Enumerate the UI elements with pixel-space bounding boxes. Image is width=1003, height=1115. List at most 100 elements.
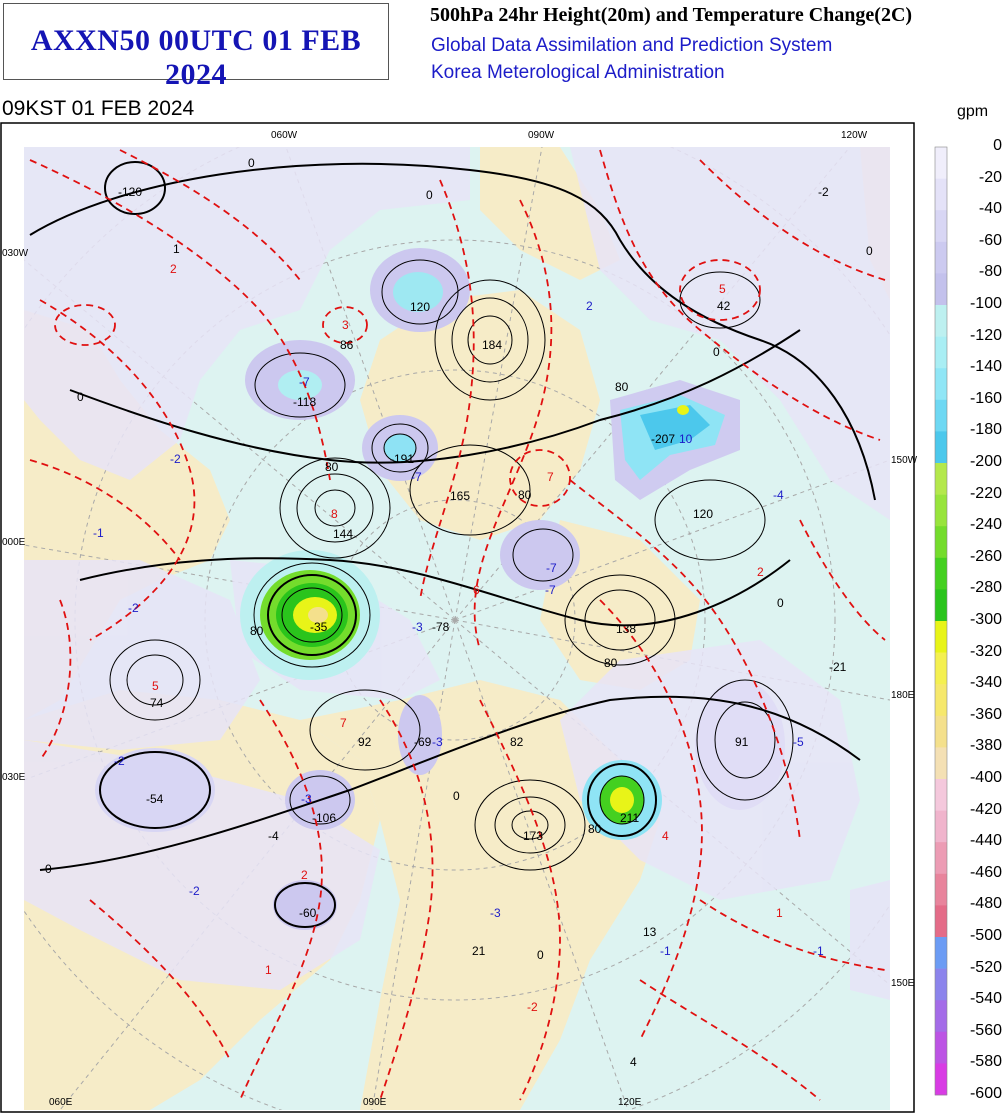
subtitle-system: Global Data Assimilation and Prediction …	[431, 35, 833, 56]
colorbar-label: -460	[969, 863, 1002, 881]
height-label: 165	[450, 489, 471, 503]
height-label: -21	[829, 660, 847, 674]
colorbar-swatch	[935, 1031, 947, 1064]
temp-label: 4	[662, 829, 669, 843]
colorbar-label: -260	[969, 547, 1002, 565]
height-label: 173	[523, 829, 544, 843]
temp-label: -2	[189, 884, 200, 898]
colorbar-swatch	[935, 905, 947, 938]
product-id: AXXN50 00UTC 01 FEB 2024	[30, 24, 362, 91]
subtitle-agency: Korea Meterological Administration	[431, 62, 725, 83]
colorbar-label: -180	[969, 421, 1002, 439]
contour-label: 0	[537, 948, 544, 962]
lon-label-top-2: 090W	[528, 130, 555, 141]
colorbar-swatch	[935, 147, 947, 179]
lon-label-bottom-2: 090E	[363, 1097, 387, 1108]
temp-label: -3	[490, 906, 501, 920]
colorbar-swatch	[935, 842, 947, 875]
colorbar-swatch	[935, 779, 947, 811]
height-fall-cores	[95, 248, 785, 930]
height-label: 82	[510, 735, 524, 749]
colorbar-swatch	[935, 621, 947, 653]
colorbar-swatch	[935, 684, 947, 717]
height-label: 120	[410, 300, 431, 314]
valid-time: 09KST 01 FEB 2024	[2, 97, 195, 120]
height-label: 92	[358, 735, 372, 749]
height-label: 42	[717, 299, 731, 313]
colorbar-label: -520	[969, 958, 1002, 976]
contour-label: 80	[325, 460, 339, 474]
contour-label: 0	[77, 390, 84, 404]
temp-label: -7	[299, 375, 310, 389]
contour-label: 80	[250, 624, 264, 638]
colorbar-frame	[934, 146, 948, 1096]
height-label: -54	[146, 792, 164, 806]
temp-label: -2	[527, 1000, 538, 1014]
product-id-box: AXXN50 00UTC 01 FEB 2024	[3, 3, 389, 91]
temp-label: 2	[757, 565, 764, 579]
colorbar-label: -20	[978, 168, 1002, 186]
colorbar-swatch	[935, 937, 947, 969]
height-label: -4	[268, 829, 279, 843]
colorbar-label: -40	[978, 200, 1002, 218]
lon-label-right-2: 180E	[891, 690, 915, 701]
colorbar-label: -120	[969, 326, 1002, 344]
temp-label: -7	[546, 561, 557, 575]
lon-label-right-1: 150W	[891, 455, 918, 466]
height-label: 21	[472, 944, 486, 958]
colorbar-label: -440	[969, 832, 1002, 850]
colorbar-label: -380	[969, 737, 1002, 755]
colorbar-label: -420	[969, 800, 1002, 818]
temperature-contours	[29, 149, 886, 1101]
temp-label: -5	[793, 735, 804, 749]
colorbar-label: -80	[978, 263, 1002, 281]
colorbar-label: -400	[969, 769, 1002, 786]
colorbar-label: -200	[969, 453, 1002, 470]
height-label: -60	[299, 906, 317, 920]
colorbar-label: -220	[969, 484, 1002, 502]
colorbar-label: -540	[969, 990, 1002, 1008]
colorbar-swatch	[935, 178, 947, 211]
lon-label-left-2: 000E	[2, 537, 26, 548]
height-label: -120	[118, 185, 143, 199]
colorbar-label: -560	[969, 1021, 1002, 1039]
lon-label-left-3: 030E	[2, 772, 26, 783]
temp-label: -2	[114, 754, 125, 768]
height-label: -191	[390, 452, 415, 466]
height-label: 120	[693, 507, 714, 521]
height-label: 86	[340, 338, 354, 352]
colorbar-label: -360	[969, 705, 1002, 723]
colorbar-swatch	[935, 399, 947, 432]
temp-label: -1	[660, 944, 671, 958]
chart-title: 500hPa 24hr Height(20m) and Temperature …	[430, 4, 913, 26]
contour-label: 80	[588, 822, 602, 836]
colorbar-swatch	[935, 526, 947, 559]
contour-label: 0	[866, 244, 873, 258]
colorbar-label: -160	[969, 389, 1002, 407]
colorbar-swatch	[935, 368, 947, 401]
colorbar-swatch	[935, 336, 947, 369]
colorbar-label: -140	[969, 358, 1002, 376]
colorbar-label: -300	[969, 611, 1002, 628]
lon-label-right-3: 150E	[891, 978, 915, 989]
temp-label: 2	[170, 262, 177, 276]
temp-label: -3	[301, 792, 312, 806]
lon-label-top-1: 060W	[271, 130, 298, 141]
contour-label: 0	[713, 345, 720, 359]
height-label: 91	[735, 735, 749, 749]
height-label: 1	[173, 242, 180, 256]
colorbar-label: 0	[993, 137, 1002, 154]
temp-label: 7	[340, 716, 347, 730]
lon-label-left-1: 030W	[2, 248, 29, 259]
temp-label: -1	[813, 944, 824, 958]
colorbar-swatch	[935, 1063, 947, 1096]
colorbar-swatch	[935, 463, 947, 495]
contour-label: 80	[518, 488, 532, 502]
contour-label: 0	[777, 596, 784, 610]
temp-label: -1	[93, 526, 104, 540]
lon-label-bottom-1: 060E	[49, 1097, 73, 1108]
colorbar-label: -340	[969, 674, 1002, 692]
temp-label: -4	[773, 488, 784, 502]
height-label: -106	[312, 811, 337, 825]
